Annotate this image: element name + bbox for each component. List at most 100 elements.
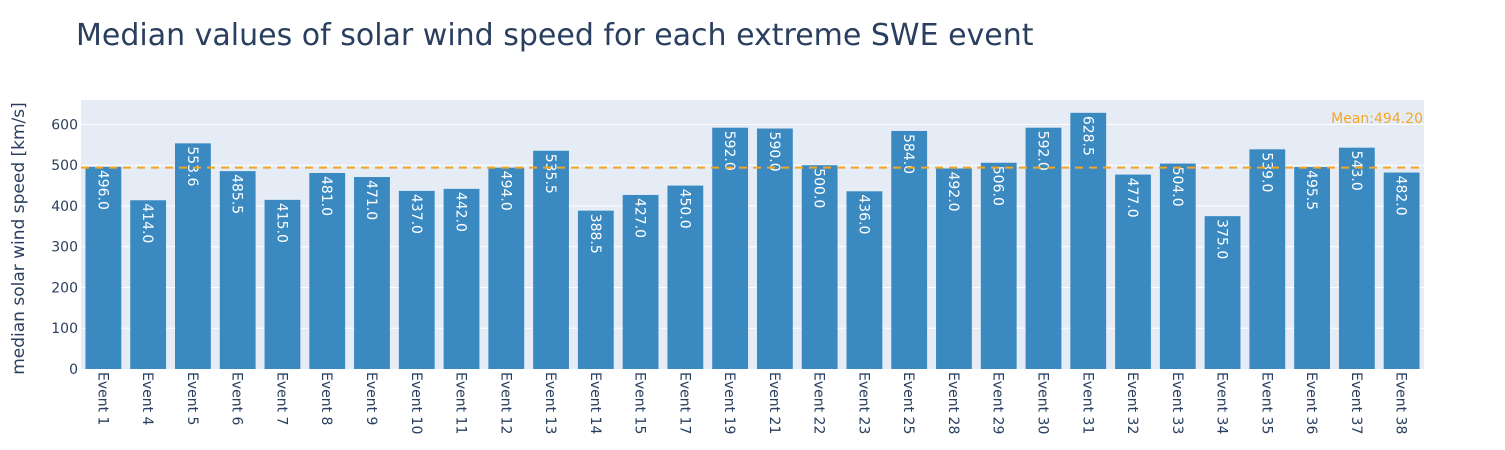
bar-value-label: 535.5 <box>542 154 558 194</box>
bar-value-label: 590.0 <box>766 132 782 172</box>
x-tick-label: Event 38 <box>1393 372 1409 434</box>
x-tick-label: Event 28 <box>945 372 961 434</box>
y-tick-label: 0 <box>69 362 78 378</box>
bar-value-label: 437.0 <box>408 194 424 234</box>
y-tick-label: 200 <box>51 280 78 296</box>
bar <box>801 165 838 369</box>
bar <box>1070 112 1107 370</box>
bar-value-label: 592.0 <box>1034 131 1050 171</box>
bar <box>1115 174 1151 369</box>
bar <box>264 199 301 369</box>
x-tick-label: Event 36 <box>1303 372 1319 434</box>
bar <box>846 191 883 369</box>
x-tick-label: Event 6 <box>229 372 245 426</box>
bar-value-label: 496.0 <box>94 170 110 210</box>
x-tick-label: Event 37 <box>1348 372 1364 434</box>
bar-value-label: 539.0 <box>1258 152 1274 192</box>
y-axis-ticks: 0 100 200 300 400 500 600 <box>51 117 78 378</box>
x-tick-label: Event 15 <box>632 372 648 434</box>
bar <box>980 162 1017 369</box>
bar <box>85 166 122 369</box>
x-tick-label: Event 11 <box>453 372 469 434</box>
bar-value-label: 375.0 <box>1214 219 1230 259</box>
bar <box>577 210 614 369</box>
bar-value-label: 628.5 <box>1079 116 1095 156</box>
bar <box>756 128 793 369</box>
bar-value-label: 414.0 <box>139 203 155 243</box>
mean-label: Mean:494.20 <box>1331 111 1423 127</box>
bar-value-label: 494.0 <box>497 171 513 211</box>
grid-lines <box>81 123 1424 329</box>
bar <box>309 172 346 369</box>
bar <box>398 190 435 369</box>
bar <box>219 171 256 369</box>
x-tick-label: Event 32 <box>1124 372 1140 434</box>
bar <box>533 150 569 369</box>
x-tick-label: Event 30 <box>1034 372 1050 434</box>
plot-background <box>81 100 1424 369</box>
y-tick-label: 300 <box>51 240 78 256</box>
bar <box>443 188 480 369</box>
x-tick-label: Event 12 <box>497 372 513 434</box>
x-tick-label: Event 9 <box>363 372 379 425</box>
bar-value-label: 482.0 <box>1393 176 1409 216</box>
bar-value-label: 500.0 <box>811 168 827 208</box>
x-tick-label: Event 10 <box>408 372 424 434</box>
x-tick-label: Event 22 <box>811 372 827 434</box>
bar <box>1159 163 1196 369</box>
bar <box>1025 127 1062 369</box>
bar <box>488 167 525 369</box>
bars <box>85 112 1420 370</box>
bar-value-label: 477.0 <box>1124 178 1140 218</box>
bar <box>1204 216 1241 369</box>
bar-value-label: 388.5 <box>587 214 603 254</box>
bar-value-label: 492.0 <box>945 171 961 211</box>
bar-value-label: 471.0 <box>363 180 379 220</box>
bar <box>1383 172 1420 369</box>
bar-value-label: 427.0 <box>632 198 648 238</box>
x-tick-label: Event 25 <box>900 372 916 434</box>
x-tick-label: Event 33 <box>1169 372 1185 434</box>
x-tick-label: Event 8 <box>318 372 334 425</box>
x-tick-label: Event 14 <box>587 372 603 434</box>
y-tick-label: 600 <box>51 117 78 133</box>
bar <box>1249 149 1286 369</box>
x-tick-label: Event 34 <box>1214 372 1230 434</box>
bar-value-label: 584.0 <box>900 134 916 174</box>
bar <box>622 194 659 369</box>
x-tick-label: Event 35 <box>1258 372 1274 434</box>
x-tick-label: Event 13 <box>542 372 558 434</box>
bar <box>354 177 390 369</box>
bar-value-label: 481.0 <box>318 176 334 216</box>
bar <box>667 185 704 369</box>
bar-value-label: 450.0 <box>676 189 692 229</box>
bar <box>1294 167 1330 369</box>
bar <box>130 200 167 369</box>
x-tick-label: Event 29 <box>990 372 1006 434</box>
x-tick-label: Event 5 <box>184 372 200 425</box>
x-tick-label: Event 19 <box>721 372 737 434</box>
x-tick-label: Event 21 <box>766 372 782 434</box>
x-axis-ticks: Event 1 Event 4 Event 5 Event 6 Event 7 Event… <box>94 372 1408 434</box>
x-tick-label: Event 4 <box>139 372 155 426</box>
bar <box>891 130 928 369</box>
x-tick-label: Event 7 <box>273 372 289 425</box>
bar-value-label: 485.5 <box>229 174 245 214</box>
y-tick-label: 400 <box>51 199 78 215</box>
x-tick-label: Event 23 <box>855 372 871 434</box>
y-axis-label: median solar wind speed [km/s] <box>9 102 29 375</box>
y-tick-label: 500 <box>51 158 78 174</box>
x-tick-label: Event 31 <box>1079 372 1095 434</box>
y-tick-label: 100 <box>51 321 78 337</box>
bar-value-label: 504.0 <box>1169 167 1185 207</box>
x-tick-label: Event 17 <box>676 372 692 434</box>
bar <box>936 168 972 369</box>
chart-title: Median values of solar wind speed for ea… <box>76 18 1034 53</box>
bar-value-label: 553.6 <box>184 146 200 186</box>
bar-value-labels: 496.0 414.0 553.6 485.5 415.0 481.0 471.0 437.0… <box>94 116 1408 259</box>
x-tick-label: Event 1 <box>94 372 110 425</box>
bar-value-label: 415.0 <box>273 203 289 243</box>
bar-value-label: 506.0 <box>990 166 1006 206</box>
bar-value-label: 592.0 <box>721 131 737 171</box>
bar <box>1338 147 1375 369</box>
